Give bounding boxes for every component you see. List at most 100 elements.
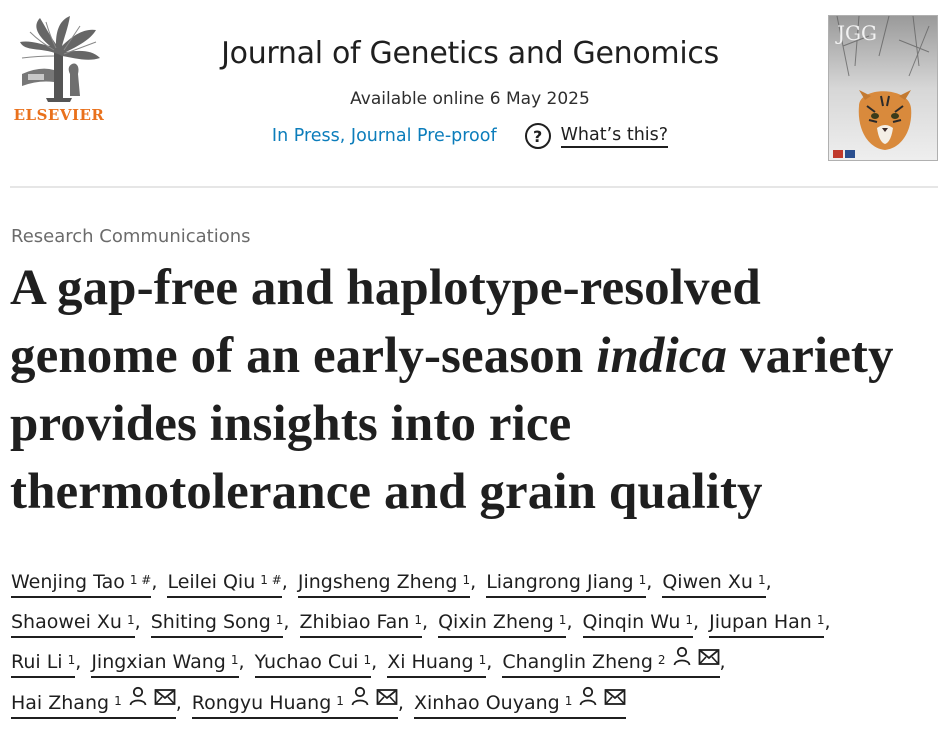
article-title-part-1: A gap-free and haplotype-resolved genome… xyxy=(10,260,761,384)
author-name: Jingsheng Zheng xyxy=(297,571,458,593)
author-name: Shaowei Xu xyxy=(11,611,122,633)
author-separator: , xyxy=(566,611,579,633)
author-link[interactable]: Wenjing Tao 1 # xyxy=(11,571,152,598)
author-name: Changlin Zheng xyxy=(502,651,653,673)
affiliation-marker: 1 xyxy=(816,613,825,627)
author-separator: , xyxy=(765,571,772,593)
affiliation-marker: 1 # xyxy=(260,573,282,587)
affiliation-marker: 1 xyxy=(558,613,567,627)
envelope-icon xyxy=(154,680,176,720)
svg-text:JGG: JGG xyxy=(835,21,877,45)
author-name: Wenjing Tao xyxy=(11,571,125,593)
article-title-italic: indica xyxy=(596,328,728,384)
author-link[interactable]: Yuchao Cui 1 xyxy=(254,651,372,678)
envelope-icon xyxy=(604,680,626,720)
affiliation-marker: 1 xyxy=(414,613,422,627)
affiliation-marker: 2 xyxy=(657,653,666,667)
article-title: A gap-free and haplotype-resolved genome… xyxy=(10,254,930,526)
author-name: Jiupan Han xyxy=(709,611,812,633)
person-icon xyxy=(578,680,598,720)
author-link[interactable]: Qinqin Wu 1 xyxy=(582,611,694,638)
author-separator: , xyxy=(486,651,499,673)
author-link[interactable]: Rui Li 1 xyxy=(11,651,76,678)
author-name: Liangrong Jiang xyxy=(486,571,634,593)
author-link[interactable]: Liangrong Jiang 1 xyxy=(486,571,647,598)
article-type-label: Research Communications xyxy=(11,226,251,247)
affiliation-marker: 1 xyxy=(67,653,76,667)
affiliation-marker: 1 xyxy=(478,653,487,667)
author-separator: , xyxy=(646,571,659,593)
author-link[interactable]: Qixin Zheng 1 xyxy=(438,611,567,638)
envelope-icon xyxy=(376,680,398,720)
author-separator: , xyxy=(470,571,483,593)
author-name: Qixin Zheng xyxy=(438,611,554,633)
author-name: Jingxian Wang xyxy=(91,651,226,673)
author-list: Wenjing Tao 1 #, Leilei Qiu 1 #, Jingsheng… xyxy=(11,562,941,723)
author-link[interactable]: Leilei Qiu 1 # xyxy=(167,571,282,598)
affiliation-marker: 1 xyxy=(685,613,694,627)
status-row: In Press, Journal Pre-proof ? What’s thi… xyxy=(170,123,770,149)
author-link[interactable]: Changlin Zheng 2 xyxy=(502,646,720,678)
author-name: Rongyu Huang xyxy=(191,691,332,714)
elsevier-wordmark: ELSEVIER xyxy=(13,106,105,124)
author-link[interactable]: Jingxian Wang 1 xyxy=(91,651,239,678)
author-link[interactable]: Shiting Song 1 xyxy=(150,611,284,638)
header-divider xyxy=(10,186,938,188)
affiliation-marker: 1 xyxy=(564,693,573,708)
person-icon xyxy=(350,680,370,720)
author-name: Rui Li xyxy=(11,651,63,673)
whats-this-link[interactable]: What’s this? xyxy=(560,125,669,148)
author-name: Qinqin Wu xyxy=(582,611,681,633)
author-link[interactable]: Xi Huang 1 xyxy=(387,651,487,678)
author-separator: , xyxy=(397,691,411,714)
affiliation-marker: 1 xyxy=(114,693,122,708)
author-name: Xinhao Ouyang xyxy=(414,691,560,714)
author-separator: , xyxy=(134,611,147,633)
author-name: Qiwen Xu xyxy=(662,571,753,593)
author-separator: , xyxy=(151,571,164,593)
availability-date: Available online 6 May 2025 xyxy=(350,89,590,109)
author-link[interactable]: Hai Zhang 1 xyxy=(11,686,176,719)
affiliation-marker: 1 xyxy=(126,613,135,627)
author-separator: , xyxy=(283,611,296,633)
author-separator: , xyxy=(824,611,831,633)
author-link[interactable]: Jingsheng Zheng 1 xyxy=(297,571,471,598)
author-name: Hai Zhang xyxy=(11,691,110,714)
author-separator: , xyxy=(175,691,188,714)
person-icon xyxy=(672,640,692,680)
affiliation-marker: 1 # xyxy=(129,573,152,587)
person-icon xyxy=(128,680,148,720)
in-press-link[interactable]: In Press, Journal Pre-proof xyxy=(271,126,497,146)
author-separator: , xyxy=(422,611,435,633)
author-separator: , xyxy=(371,651,384,673)
author-link[interactable]: Shaowei Xu 1 xyxy=(11,611,135,638)
envelope-icon xyxy=(698,640,720,680)
author-separator: , xyxy=(719,651,726,673)
article-header: ELSEVIER Journal of Genetics and Genomic… xyxy=(0,0,945,188)
author-separator: , xyxy=(693,611,706,633)
affiliation-marker: 1 xyxy=(757,573,766,587)
affiliation-marker: 1 xyxy=(462,573,471,587)
author-link[interactable]: Zhibiao Fan 1 xyxy=(299,611,422,638)
article-title-part-2: variety provides insights into rice ther… xyxy=(10,328,894,520)
affiliation-marker: 1 xyxy=(638,573,647,587)
author-name: Leilei Qiu xyxy=(167,571,256,593)
elsevier-tree-logo-icon xyxy=(20,16,100,102)
journal-cover-tiger-image: JGG xyxy=(829,16,937,160)
author-link[interactable]: Rongyu Huang 1 xyxy=(191,686,398,719)
author-name: Yuchao Cui xyxy=(254,651,359,673)
author-link[interactable]: Xinhao Ouyang 1 xyxy=(414,686,627,719)
author-separator: , xyxy=(238,651,251,673)
author-name: Xi Huang xyxy=(387,651,474,673)
journal-title-link[interactable]: Journal of Genetics and Genomics xyxy=(221,36,719,71)
elsevier-logo[interactable]: ELSEVIER xyxy=(10,12,108,124)
journal-cover-image[interactable]: JGG xyxy=(828,15,938,161)
author-link[interactable]: Qiwen Xu 1 xyxy=(662,571,766,598)
question-circle-icon[interactable]: ? xyxy=(524,123,551,149)
author-separator: , xyxy=(75,651,88,673)
affiliation-marker: 1 xyxy=(336,693,344,708)
affiliation-marker: 1 xyxy=(363,653,372,667)
author-name: Shiting Song xyxy=(150,611,271,633)
author-link[interactable]: Jiupan Han 1 xyxy=(709,611,825,638)
affiliation-marker: 1 xyxy=(230,653,239,667)
